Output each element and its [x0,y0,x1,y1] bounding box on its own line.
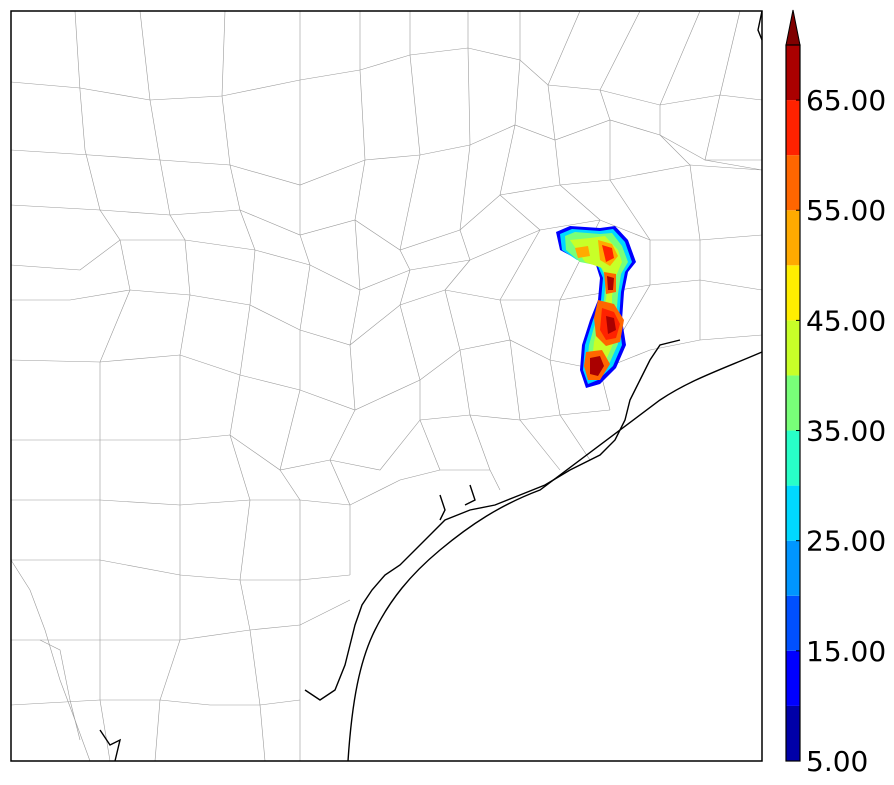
colorbar-segment [786,595,800,651]
colorbar-tick-label: 15.00 [806,635,886,668]
colorbar-extend-arrow [785,9,801,46]
colorbar-segment [786,705,800,761]
colorbar-segment [786,210,800,266]
colorbar-segments [786,45,800,761]
colorbar-segment [786,320,800,376]
colorbar-tick-label: 5.00 [806,745,868,778]
colorbar-frame [785,44,801,762]
county-boundaries [10,10,763,762]
map-frame [10,10,763,762]
colorbar-tick-labels: 5.00 15.00 25.00 35.00 45.00 55.00 65.00 [806,84,886,778]
map-background [11,11,762,761]
colorbar-segment [786,100,800,156]
colorbar-segment [786,265,800,321]
colorbar-segment [786,650,800,706]
colorbar-segment [786,540,800,596]
colorbar-tick-label: 65.00 [806,84,886,117]
map-panel [10,10,763,762]
colorbar-segment [786,485,800,541]
reflectivity-echo [556,226,636,388]
colorbar-segment [786,155,800,211]
colorbar-tick-label: 45.00 [806,304,886,337]
coastline [99,10,763,762]
colorbar: 5.00 15.00 25.00 35.00 45.00 55.00 65.00 [785,9,886,778]
colorbar-tick-label: 35.00 [806,415,886,448]
colorbar-tick-label: 55.00 [806,194,886,227]
colorbar-segment [786,375,800,431]
colorbar-ticks [796,99,800,762]
colorbar-tick-label: 25.00 [806,525,886,558]
colorbar-segment [786,45,800,101]
colorbar-segment [786,430,800,486]
